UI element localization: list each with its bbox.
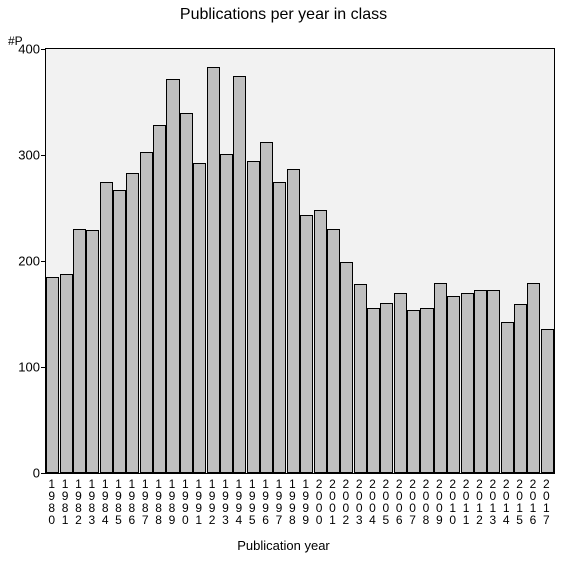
x-tick-label: 2010 [448, 478, 458, 526]
bar [193, 163, 206, 473]
x-tick-label: 2013 [488, 478, 498, 526]
x-tick-label: 1981 [60, 478, 70, 526]
x-tick-label: 1986 [127, 478, 137, 526]
x-tick-label: 1994 [234, 478, 244, 526]
x-ticks: 198019811982 19831984 198519861987 19881989… [45, 476, 555, 536]
bar [207, 67, 220, 473]
bar [233, 76, 246, 474]
x-tick-label: 1988 [154, 478, 164, 526]
x-tick-label: 2007 [408, 478, 418, 526]
x-tick-label: 2014 [501, 478, 511, 526]
x-tick-label: 2016 [528, 478, 538, 526]
bar [434, 283, 447, 473]
bar [380, 303, 393, 473]
bar [501, 322, 514, 473]
x-tick-label: 2001 [327, 478, 337, 526]
x-tick-label: 1982 [73, 478, 83, 526]
x-tick-label: 2005 [381, 478, 391, 526]
x-tick-label: 1984 [100, 478, 110, 526]
bar [60, 274, 73, 473]
x-tick-label: 1989 [167, 478, 177, 526]
x-tick-label: 2017 [541, 478, 551, 526]
y-tick-label: 100 [0, 360, 40, 375]
y-tick-label: 200 [0, 254, 40, 269]
bar [461, 293, 474, 473]
x-axis-label: Publication year [0, 538, 567, 553]
bar [327, 229, 340, 473]
chart-container: Publications per year in class #P 010020… [0, 0, 567, 567]
bar [100, 182, 113, 474]
x-tick-label: 1993 [220, 478, 230, 526]
x-tick-label: 2012 [474, 478, 484, 526]
bar [541, 329, 554, 473]
bar [420, 308, 433, 473]
bar [474, 290, 487, 473]
x-tick-label: 2003 [354, 478, 364, 526]
x-tick-label: 2011 [461, 478, 471, 526]
y-tick-label: 0 [0, 466, 40, 481]
x-tick-label: 1998 [287, 478, 297, 526]
bar [273, 182, 286, 474]
bar [314, 210, 327, 473]
x-tick-label: 1999 [301, 478, 311, 526]
x-tick-label: 1996 [261, 478, 271, 526]
x-tick-label: 1997 [274, 478, 284, 526]
bar [447, 296, 460, 473]
bar [220, 154, 233, 473]
bar [340, 262, 353, 473]
bar [287, 169, 300, 473]
x-tick-label: 2015 [515, 478, 525, 526]
bar [260, 142, 273, 473]
bar [354, 284, 367, 473]
bar [86, 230, 99, 473]
bar [126, 173, 139, 473]
plot-area [45, 48, 555, 474]
x-tick-label: 2009 [434, 478, 444, 526]
x-tick-label: 1985 [114, 478, 124, 526]
x-tick-label: 2004 [368, 478, 378, 526]
x-tick-label: 2006 [394, 478, 404, 526]
bar [140, 152, 153, 473]
x-tick-label: 1983 [87, 478, 97, 526]
bar [153, 125, 166, 473]
y-tick-label: 300 [0, 148, 40, 163]
chart-title: Publications per year in class [0, 6, 567, 24]
x-tick-label: 1995 [247, 478, 257, 526]
bar [487, 290, 500, 473]
y-tick-label: 400 [0, 42, 40, 57]
bar [407, 310, 420, 473]
bar [367, 308, 380, 473]
x-tick-label: 2002 [341, 478, 351, 526]
bar [113, 190, 126, 473]
bar [166, 79, 179, 473]
x-tick-label: 1991 [194, 478, 204, 526]
x-tick-label: 1992 [207, 478, 217, 526]
x-tick-label: 2008 [421, 478, 431, 526]
x-tick-label: 2000 [314, 478, 324, 526]
x-tick-label: 1990 [180, 478, 190, 526]
bar [514, 304, 527, 473]
bar [527, 283, 540, 473]
bar [180, 113, 193, 473]
bar [73, 229, 86, 473]
x-tick-label: 1980 [47, 478, 57, 526]
bar [300, 215, 313, 473]
x-tick-label: 1987 [140, 478, 150, 526]
bars-group [46, 49, 554, 473]
bar [46, 277, 59, 473]
bar [247, 161, 260, 473]
bar [394, 293, 407, 473]
